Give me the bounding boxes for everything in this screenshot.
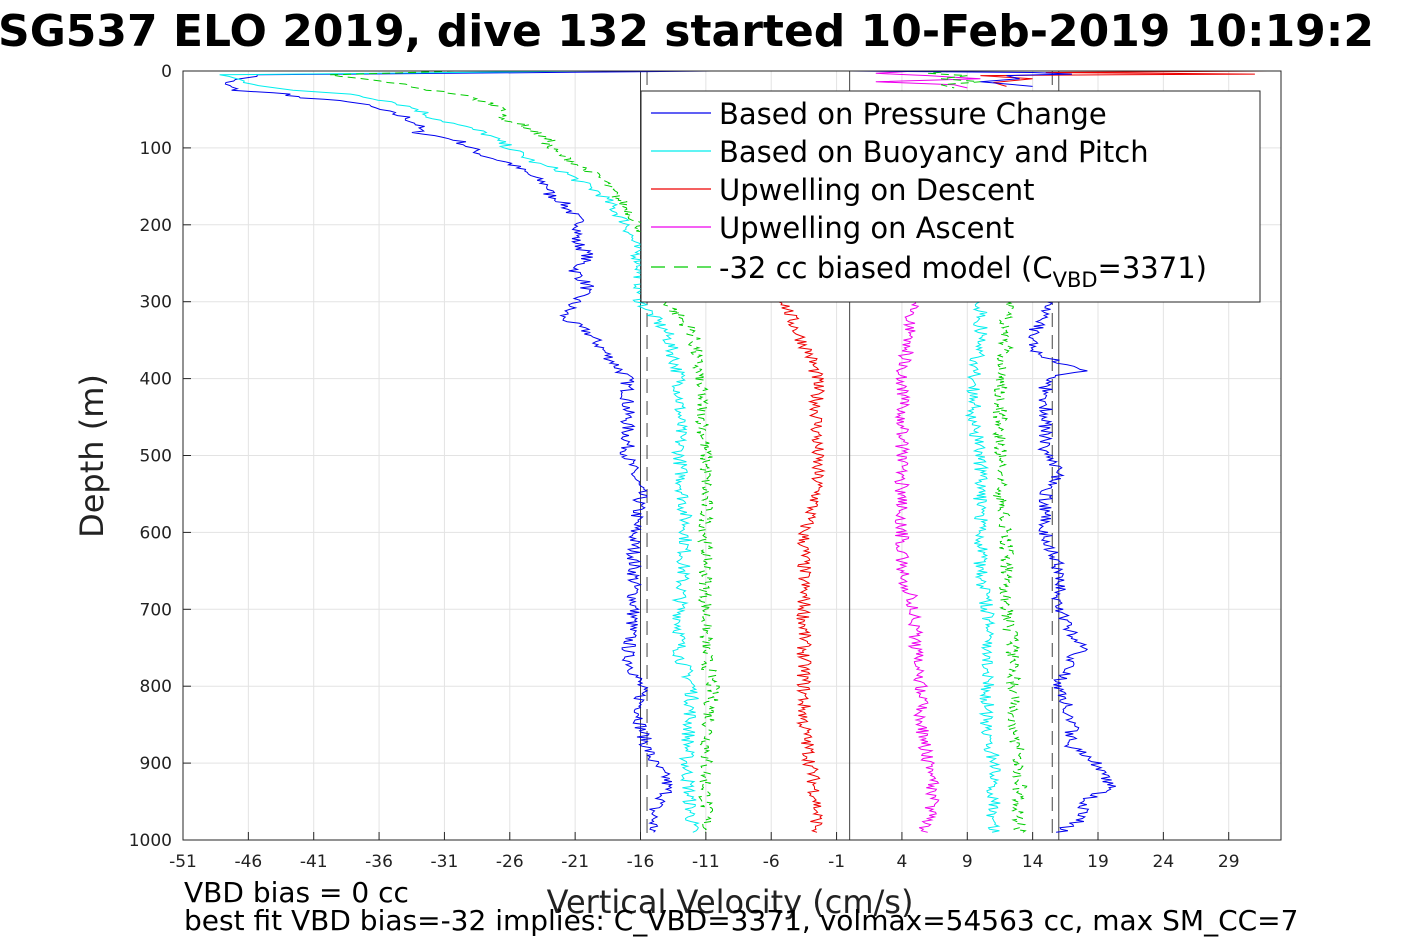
x-tick-label: -1 — [828, 852, 845, 872]
x-tick-label: -51 — [169, 852, 197, 872]
series-line-upwelling-on-descent-near-surface — [980, 70, 1268, 87]
best-fit-note: best fit VBD bias=-32 implies: C_VBD=337… — [184, 904, 1298, 937]
chart-title: SG537 ELO 2019, dive 132 started 10-Feb-… — [0, 6, 1374, 57]
legend-label: Based on Buoyancy and Pitch — [719, 135, 1149, 169]
x-tick-label: -46 — [234, 852, 262, 872]
series-line-based-on-pressure-change-ascent — [1028, 301, 1116, 833]
y-tick-label: 700 — [140, 600, 172, 620]
y-tick-label: 400 — [140, 370, 172, 390]
legend-label: Upwelling on Descent — [719, 173, 1035, 207]
x-tick-label: -16 — [627, 852, 655, 872]
y-tick-label: 600 — [140, 523, 172, 543]
legend-box — [640, 90, 1261, 303]
series-line-upwelling-on-ascent-ascent — [894, 301, 940, 833]
series-line--32-cc-biased-model-c-vbd-3371-ascent — [992, 301, 1028, 833]
legend-label: -32 cc biased model (CVBD=3371) — [719, 251, 1207, 292]
x-axis-label: Vertical Velocity (cm/s) — [547, 883, 914, 921]
y-tick-label: 900 — [140, 754, 172, 774]
x-tick-labels: -51 -46 -41 -36 -31 -26 -21 -16 -11 -6 -1 4 9 14 19 24 2… — [169, 832, 1240, 872]
series-line-based-on-buoyancy-and-pitch-descent — [219, 70, 700, 833]
y-tick-label: 300 — [140, 293, 172, 313]
series-line-based-on-pressure-change-descent — [224, 70, 712, 833]
y-axis-label: Depth (m) — [73, 374, 111, 538]
legend-label: Based on Pressure Change — [719, 97, 1107, 131]
x-tick-label: -6 — [763, 852, 780, 872]
y-tick-label: 200 — [140, 216, 172, 236]
x-tick-label: 14 — [1022, 852, 1044, 872]
y-tick-labels: 0 100 200 300 400 500 600 700 800 900 1000 — [129, 62, 191, 851]
x-tick-label: -31 — [431, 852, 459, 872]
x-tick-label: -26 — [496, 852, 524, 872]
x-tick-label: -36 — [365, 852, 393, 872]
x-tick-label: 4 — [897, 852, 908, 872]
legend-label: Upwelling on Ascent — [719, 211, 1014, 245]
x-tick-label: 9 — [962, 852, 973, 872]
x-tick-label: -21 — [561, 852, 589, 872]
series-layer — [219, 70, 1268, 833]
legend: Based on Pressure Change Based on Buoyanc… — [640, 90, 1261, 303]
x-tick-label: -41 — [300, 852, 328, 872]
y-tick-label: 1000 — [129, 831, 172, 851]
series-line-based-on-buoyancy-and-pitch-ascent — [964, 301, 1001, 833]
x-tick-label: 24 — [1153, 852, 1175, 872]
series-line--32-cc-biased-model-c-vbd-3371-descent — [329, 70, 720, 833]
series-line--32-cc-biased-model-c-vbd-3371-near-surface — [928, 70, 981, 89]
y-tick-label: 0 — [161, 62, 172, 82]
series-line-based-on-pressure-change-near-surface — [849, 70, 1072, 87]
vbd-bias-note: VBD bias = 0 cc — [184, 876, 409, 909]
x-tick-label: -11 — [692, 852, 720, 872]
y-tick-label: 800 — [140, 677, 172, 697]
x-tick-label: 19 — [1087, 852, 1109, 872]
series-line-upwelling-on-ascent-near-surface — [875, 70, 981, 89]
y-tick-label: 100 — [140, 139, 172, 159]
x-tick-label: 29 — [1218, 852, 1240, 872]
y-tick-label: 500 — [140, 447, 172, 467]
series-line-upwelling-on-descent-descent — [778, 301, 826, 833]
